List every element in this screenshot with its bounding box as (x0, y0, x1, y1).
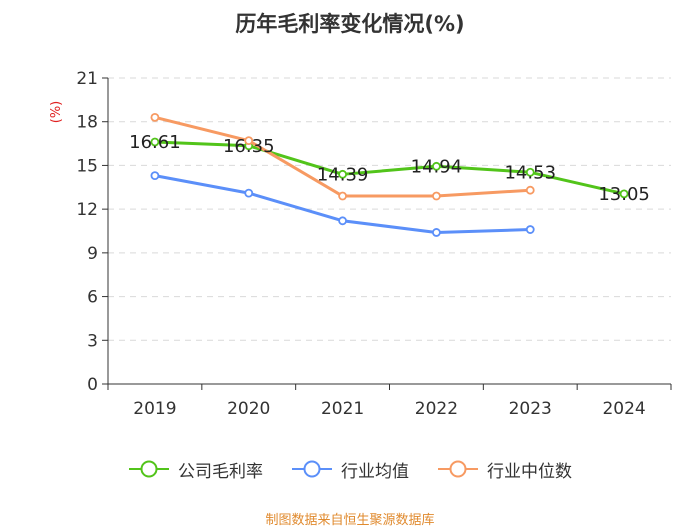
legend-marker-icon (292, 460, 332, 478)
data-label: 14.53 (504, 162, 556, 183)
data-label: 13.05 (598, 184, 650, 205)
legend-marker-icon (438, 460, 478, 478)
data-point (432, 161, 441, 171)
data-point (525, 185, 535, 195)
data-point (525, 225, 535, 234)
x-tick-label: 2020 (227, 399, 270, 419)
x-tick-label: 2024 (602, 399, 645, 419)
data-point (338, 191, 347, 201)
data-point (525, 167, 535, 177)
y-tick-label: 9 (87, 244, 98, 264)
y-tick-label: 12 (76, 200, 98, 220)
x-tick-label: 2022 (415, 399, 458, 419)
data-point (150, 171, 160, 181)
y-tick-label: 6 (87, 288, 98, 308)
data-point (244, 188, 254, 198)
x-tick-label: 2021 (321, 399, 364, 419)
x-tick-label: 2019 (133, 399, 176, 419)
chart-title: 历年毛利率变化情况(%) (235, 12, 465, 36)
series (150, 112, 629, 237)
legend: 公司毛利率 行业均值 行业中位数 (0, 456, 700, 482)
legend-item[interactable]: 行业中位数 (437, 457, 572, 482)
data-label: 16.35 (223, 136, 275, 157)
y-tick-label: 21 (76, 69, 98, 89)
data-point (338, 216, 347, 226)
legend-label: 公司毛利率 (178, 461, 263, 482)
legend-marker-icon (129, 460, 169, 478)
data-point (150, 137, 160, 147)
series-line (153, 140, 626, 196)
y-axis-label: (%) (49, 101, 64, 124)
grid-lines (108, 77, 671, 341)
data-point (244, 136, 254, 146)
y-tick-label: 0 (87, 375, 98, 395)
data-label: 16.61 (129, 132, 181, 153)
axes: 0 3 6 9 12 15 18 21 (%) 2019 2020 2021 2022 2023 2024 (49, 69, 672, 419)
legend-item[interactable]: 公司毛利率 (128, 457, 263, 482)
data-label: 14.39 (317, 164, 369, 185)
y-tick-label: 3 (87, 331, 98, 351)
y-tick-label: 15 (76, 156, 98, 176)
data-labels: 16.61 16.35 14.39 14.94 14.53 13.05 (129, 132, 650, 205)
data-point (338, 169, 347, 179)
x-tick-label: 2023 (509, 399, 552, 419)
data-point (432, 228, 441, 237)
data-label: 14.94 (411, 156, 463, 177)
data-point (150, 112, 160, 122)
legend-item[interactable]: 行业均值 (291, 457, 409, 482)
y-tick-label: 18 (76, 113, 98, 133)
data-point (619, 189, 629, 199)
source-note: 制图数据来自恒生聚源数据库 (265, 513, 435, 528)
legend-label: 行业中位数 (487, 461, 572, 482)
legend-label: 行业均值 (341, 461, 409, 482)
data-point (432, 191, 441, 201)
